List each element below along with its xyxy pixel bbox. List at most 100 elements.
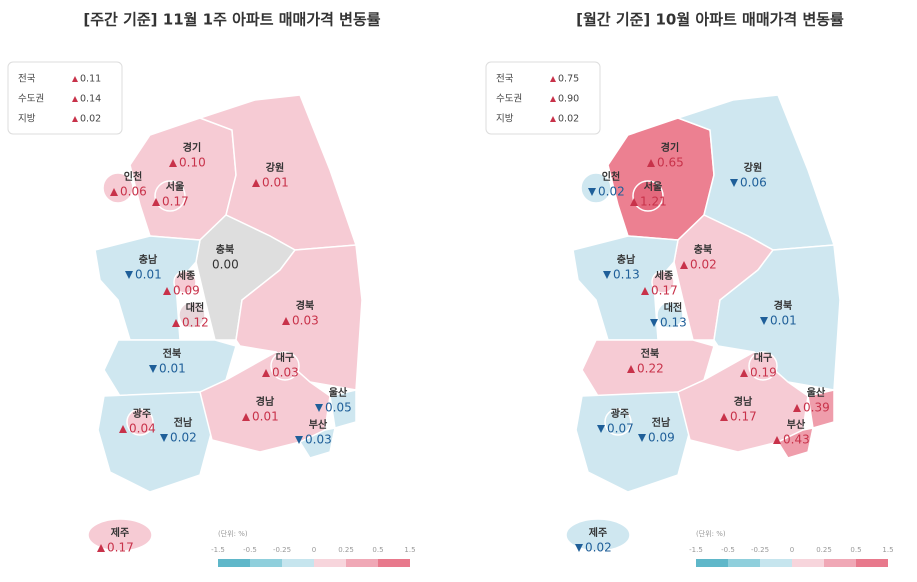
up-arrow <box>647 159 655 167</box>
summary-value: 0.90 <box>558 94 579 105</box>
legend-swatch <box>346 559 378 567</box>
panel-title: [월간 기준] 10월 아파트 매매가격 변동률 <box>576 11 844 29</box>
region-value: 0.43 <box>783 433 810 447</box>
region-area <box>604 408 632 436</box>
down-arrow <box>597 425 605 433</box>
region-value: 0.09 <box>648 431 675 445</box>
up-arrow <box>740 369 748 377</box>
up-arrow <box>72 76 78 82</box>
region-value: 0.39 <box>803 401 830 415</box>
region-name: 세종 <box>655 269 673 282</box>
summary-name: 지방 <box>496 114 514 125</box>
region-name: 대구 <box>276 351 294 364</box>
region-area <box>94 235 201 341</box>
up-arrow <box>627 365 635 373</box>
summary-name: 전국 <box>496 74 514 85</box>
region-value: 0.17 <box>730 410 757 424</box>
up-arrow <box>641 287 649 295</box>
legend-tick: -0.5 <box>721 546 735 554</box>
region-area <box>807 389 835 429</box>
region-name: 강원 <box>266 161 284 174</box>
down-arrow <box>730 179 738 187</box>
region-name: 광주 <box>133 408 151 420</box>
region-name: 전남 <box>174 416 193 429</box>
region-name: 울산 <box>807 386 826 399</box>
region-value: 0.04 <box>129 422 156 436</box>
region-name: 전남 <box>652 416 671 429</box>
region-value: 0.17 <box>162 195 189 209</box>
legend-tick: 0.25 <box>816 546 832 554</box>
up-arrow <box>630 198 638 206</box>
region-area <box>154 180 186 212</box>
region-value: 0.22 <box>637 362 664 376</box>
down-arrow <box>125 271 133 279</box>
region-name: 대전 <box>186 301 204 314</box>
region-value: 0.03 <box>272 366 299 380</box>
region-name: 울산 <box>329 386 348 399</box>
region-area <box>329 389 357 429</box>
summary-name: 전국 <box>18 74 36 85</box>
legend-tick: 0.5 <box>372 546 383 554</box>
region-value: 0.17 <box>107 541 134 555</box>
region-value: 0.00 <box>212 258 239 272</box>
legend-unit: (단위: %) <box>218 529 248 538</box>
region-area <box>632 180 664 212</box>
up-arrow <box>550 76 556 82</box>
legend-tick: -1.5 <box>689 546 703 554</box>
up-arrow <box>110 188 118 196</box>
region-name: 대전 <box>664 301 682 314</box>
region-name: 인천 <box>602 170 620 183</box>
region-area <box>565 518 631 552</box>
region-name: 대구 <box>754 351 772 364</box>
region-area <box>776 427 814 459</box>
legend-swatch <box>314 559 346 567</box>
legend-tick: -1.5 <box>211 546 225 554</box>
region-value: 0.01 <box>252 410 279 424</box>
legend-swatch <box>728 559 760 567</box>
summary-name: 수도권 <box>496 93 522 105</box>
legend-tick: 0 <box>790 546 794 554</box>
region-name: 서울 <box>166 180 184 193</box>
region-area <box>298 427 336 459</box>
region-value: 0.05 <box>325 401 352 415</box>
legend-swatch <box>250 559 282 567</box>
region-value: 1.21 <box>640 195 667 209</box>
panel-title: [주간 기준] 11월 1주 아파트 매매가격 변동률 <box>83 11 380 29</box>
region-name: 충북 <box>216 243 234 256</box>
region-name: 제주 <box>589 526 607 539</box>
region-name: 경남 <box>256 395 275 408</box>
region-area <box>173 270 197 294</box>
up-arrow <box>172 319 180 327</box>
summary-value: 0.14 <box>80 94 101 105</box>
region-name: 인천 <box>124 170 142 183</box>
summary-box <box>7 61 123 135</box>
region-value: 0.13 <box>660 316 687 330</box>
region-value: 0.02 <box>585 541 612 555</box>
region-value: 0.12 <box>182 316 209 330</box>
legend-tick: 0.25 <box>338 546 354 554</box>
legend-tick: 1.5 <box>882 546 893 554</box>
region-name: 광주 <box>611 408 629 420</box>
region-value: 0.10 <box>179 156 206 170</box>
up-arrow <box>169 159 177 167</box>
up-arrow <box>793 404 801 412</box>
region-area <box>748 351 778 381</box>
region-value: 0.01 <box>159 362 186 376</box>
region-name: 제주 <box>111 526 129 539</box>
legend-tick: 1.5 <box>404 546 415 554</box>
down-arrow <box>650 319 658 327</box>
region-value: 0.01 <box>262 176 289 190</box>
up-arrow <box>720 413 728 421</box>
region-name: 충북 <box>694 243 712 256</box>
summary-value: 0.11 <box>80 74 101 85</box>
region-value: 0.02 <box>690 258 717 272</box>
region-value: 0.02 <box>598 185 625 199</box>
region-value: 0.03 <box>292 314 319 328</box>
up-arrow <box>680 261 688 269</box>
legend-swatch <box>696 559 728 567</box>
legend-tick: -0.5 <box>243 546 257 554</box>
up-arrow <box>72 116 78 122</box>
region-area <box>572 235 679 341</box>
